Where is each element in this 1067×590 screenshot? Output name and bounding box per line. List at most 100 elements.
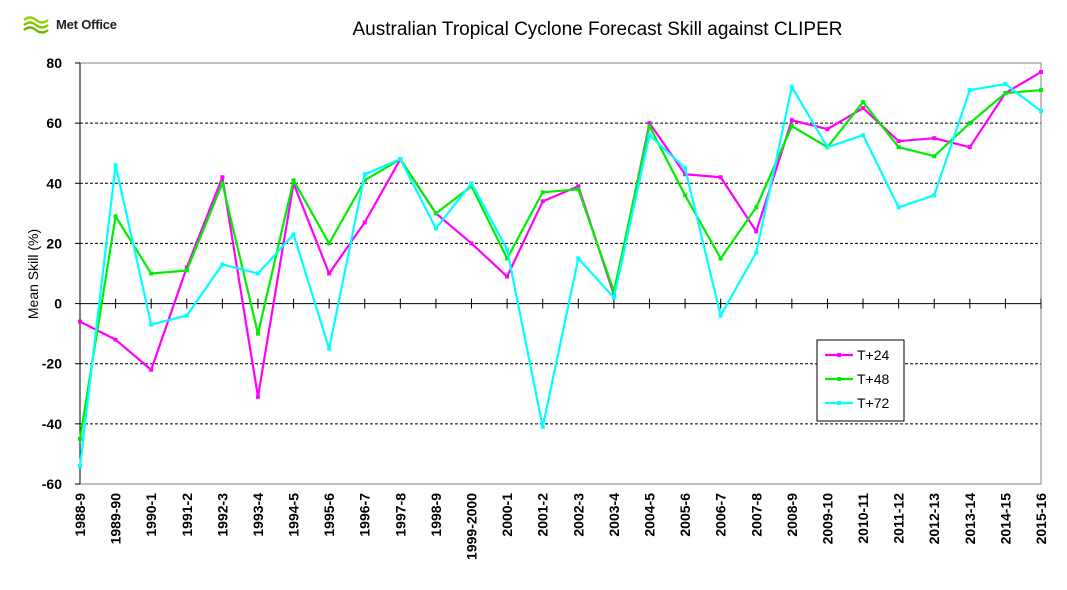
data-point (896, 139, 901, 144)
y-tick-label: -60 (42, 476, 62, 492)
y-tick-label: 60 (46, 115, 62, 131)
data-point (576, 184, 581, 189)
legend-label: T+72 (857, 395, 890, 411)
x-tick-label: 2013-14 (962, 493, 978, 545)
data-point (505, 274, 510, 279)
y-tick-labels: -60 -40 -20 0 20 40 60 80 (42, 55, 80, 492)
data-point (576, 256, 581, 261)
data-point (540, 424, 545, 429)
x-tick-label: 2002-3 (570, 493, 586, 537)
x-tick-label: 2005-6 (677, 493, 693, 537)
data-point (540, 190, 545, 195)
data-point (433, 211, 438, 216)
legend-marker (837, 377, 841, 381)
data-point (184, 265, 189, 270)
data-point (789, 124, 794, 129)
data-point (611, 295, 616, 300)
data-point (754, 205, 759, 210)
x-tick-label: 2014-15 (997, 493, 1013, 545)
data-point (327, 346, 332, 351)
x-tick-label: 1991-2 (179, 493, 195, 537)
met-office-logo: Met Office (22, 14, 117, 34)
x-tick-label: 2008-9 (784, 493, 800, 537)
data-point (433, 226, 438, 231)
data-point (220, 175, 225, 180)
data-point (113, 214, 118, 219)
y-tick-label: 80 (46, 55, 62, 71)
met-office-logo-icon (23, 16, 49, 34)
legend-label: T+48 (857, 371, 890, 387)
data-point (362, 178, 367, 183)
data-point (149, 367, 154, 372)
data-point (967, 145, 972, 150)
data-point (291, 178, 296, 183)
x-tick-label: 2006-7 (713, 493, 729, 537)
x-tick-label: 1998-9 (428, 493, 444, 537)
chart-title: Australian Tropical Cyclone Forecast Ski… (352, 19, 843, 40)
met-office-logo-text: Met Office (56, 16, 117, 32)
data-point (113, 337, 118, 342)
data-point (825, 145, 830, 150)
data-point (932, 154, 937, 159)
data-point (78, 436, 82, 441)
data-point (718, 175, 723, 180)
data-point (718, 256, 723, 261)
data-point (184, 268, 189, 273)
data-point (647, 133, 652, 138)
data-point (861, 100, 866, 105)
data-point (1003, 82, 1008, 87)
data-point (932, 136, 937, 141)
x-tick-label: 2004-5 (641, 493, 657, 537)
series-lines (78, 70, 1043, 468)
data-point (78, 319, 82, 324)
data-point (683, 193, 688, 198)
data-point (861, 106, 866, 111)
x-tick-label: 2015-16 (1033, 493, 1049, 545)
data-point (789, 118, 794, 123)
data-point (184, 313, 189, 318)
y-tick-label: -20 (42, 356, 62, 372)
data-point (469, 184, 474, 189)
x-tick-label: 1995-6 (321, 493, 337, 537)
data-point (1039, 88, 1043, 93)
data-point (718, 313, 723, 318)
data-point (683, 172, 688, 177)
x-tick-label: 1999-2000 (464, 493, 480, 560)
data-point (861, 133, 866, 138)
legend-label: T+24 (857, 347, 890, 363)
data-point (220, 262, 225, 267)
x-tick-label: 1988-9 (72, 493, 88, 537)
data-point (149, 322, 154, 327)
data-point (789, 85, 794, 90)
data-point (932, 193, 937, 198)
data-point (505, 256, 510, 261)
x-tick-label: 1992-3 (214, 493, 230, 537)
y-tick-label: 40 (46, 175, 62, 191)
data-point (1039, 70, 1043, 75)
x-tick-label: 1993-4 (250, 493, 266, 537)
y-axis-label: Mean Skill (%) (25, 229, 41, 319)
data-point (896, 205, 901, 210)
x-tick-label: 2007-8 (748, 493, 764, 537)
x-tick-label: 1997-8 (392, 493, 408, 537)
x-tick-marks (79, 298, 1042, 309)
y-tick-label: -40 (42, 416, 62, 432)
data-point (255, 331, 260, 336)
legend-box (816, 339, 905, 422)
x-tick-label: 2010-11 (855, 493, 871, 544)
legend: T+24 T+48 T+72 (816, 339, 905, 422)
x-tick-label: 1989-90 (108, 493, 124, 545)
data-point (362, 172, 367, 177)
x-tick-label: 2012-13 (926, 493, 942, 545)
legend-marker (837, 353, 841, 357)
data-point (78, 463, 82, 468)
data-point (825, 127, 830, 132)
data-point (1003, 91, 1008, 96)
x-tick-label: 2011-12 (891, 493, 907, 544)
data-point (398, 157, 403, 162)
data-point (255, 394, 260, 399)
data-point (505, 247, 510, 252)
x-tick-label: 2009-10 (819, 493, 835, 545)
legend-marker (837, 401, 841, 405)
